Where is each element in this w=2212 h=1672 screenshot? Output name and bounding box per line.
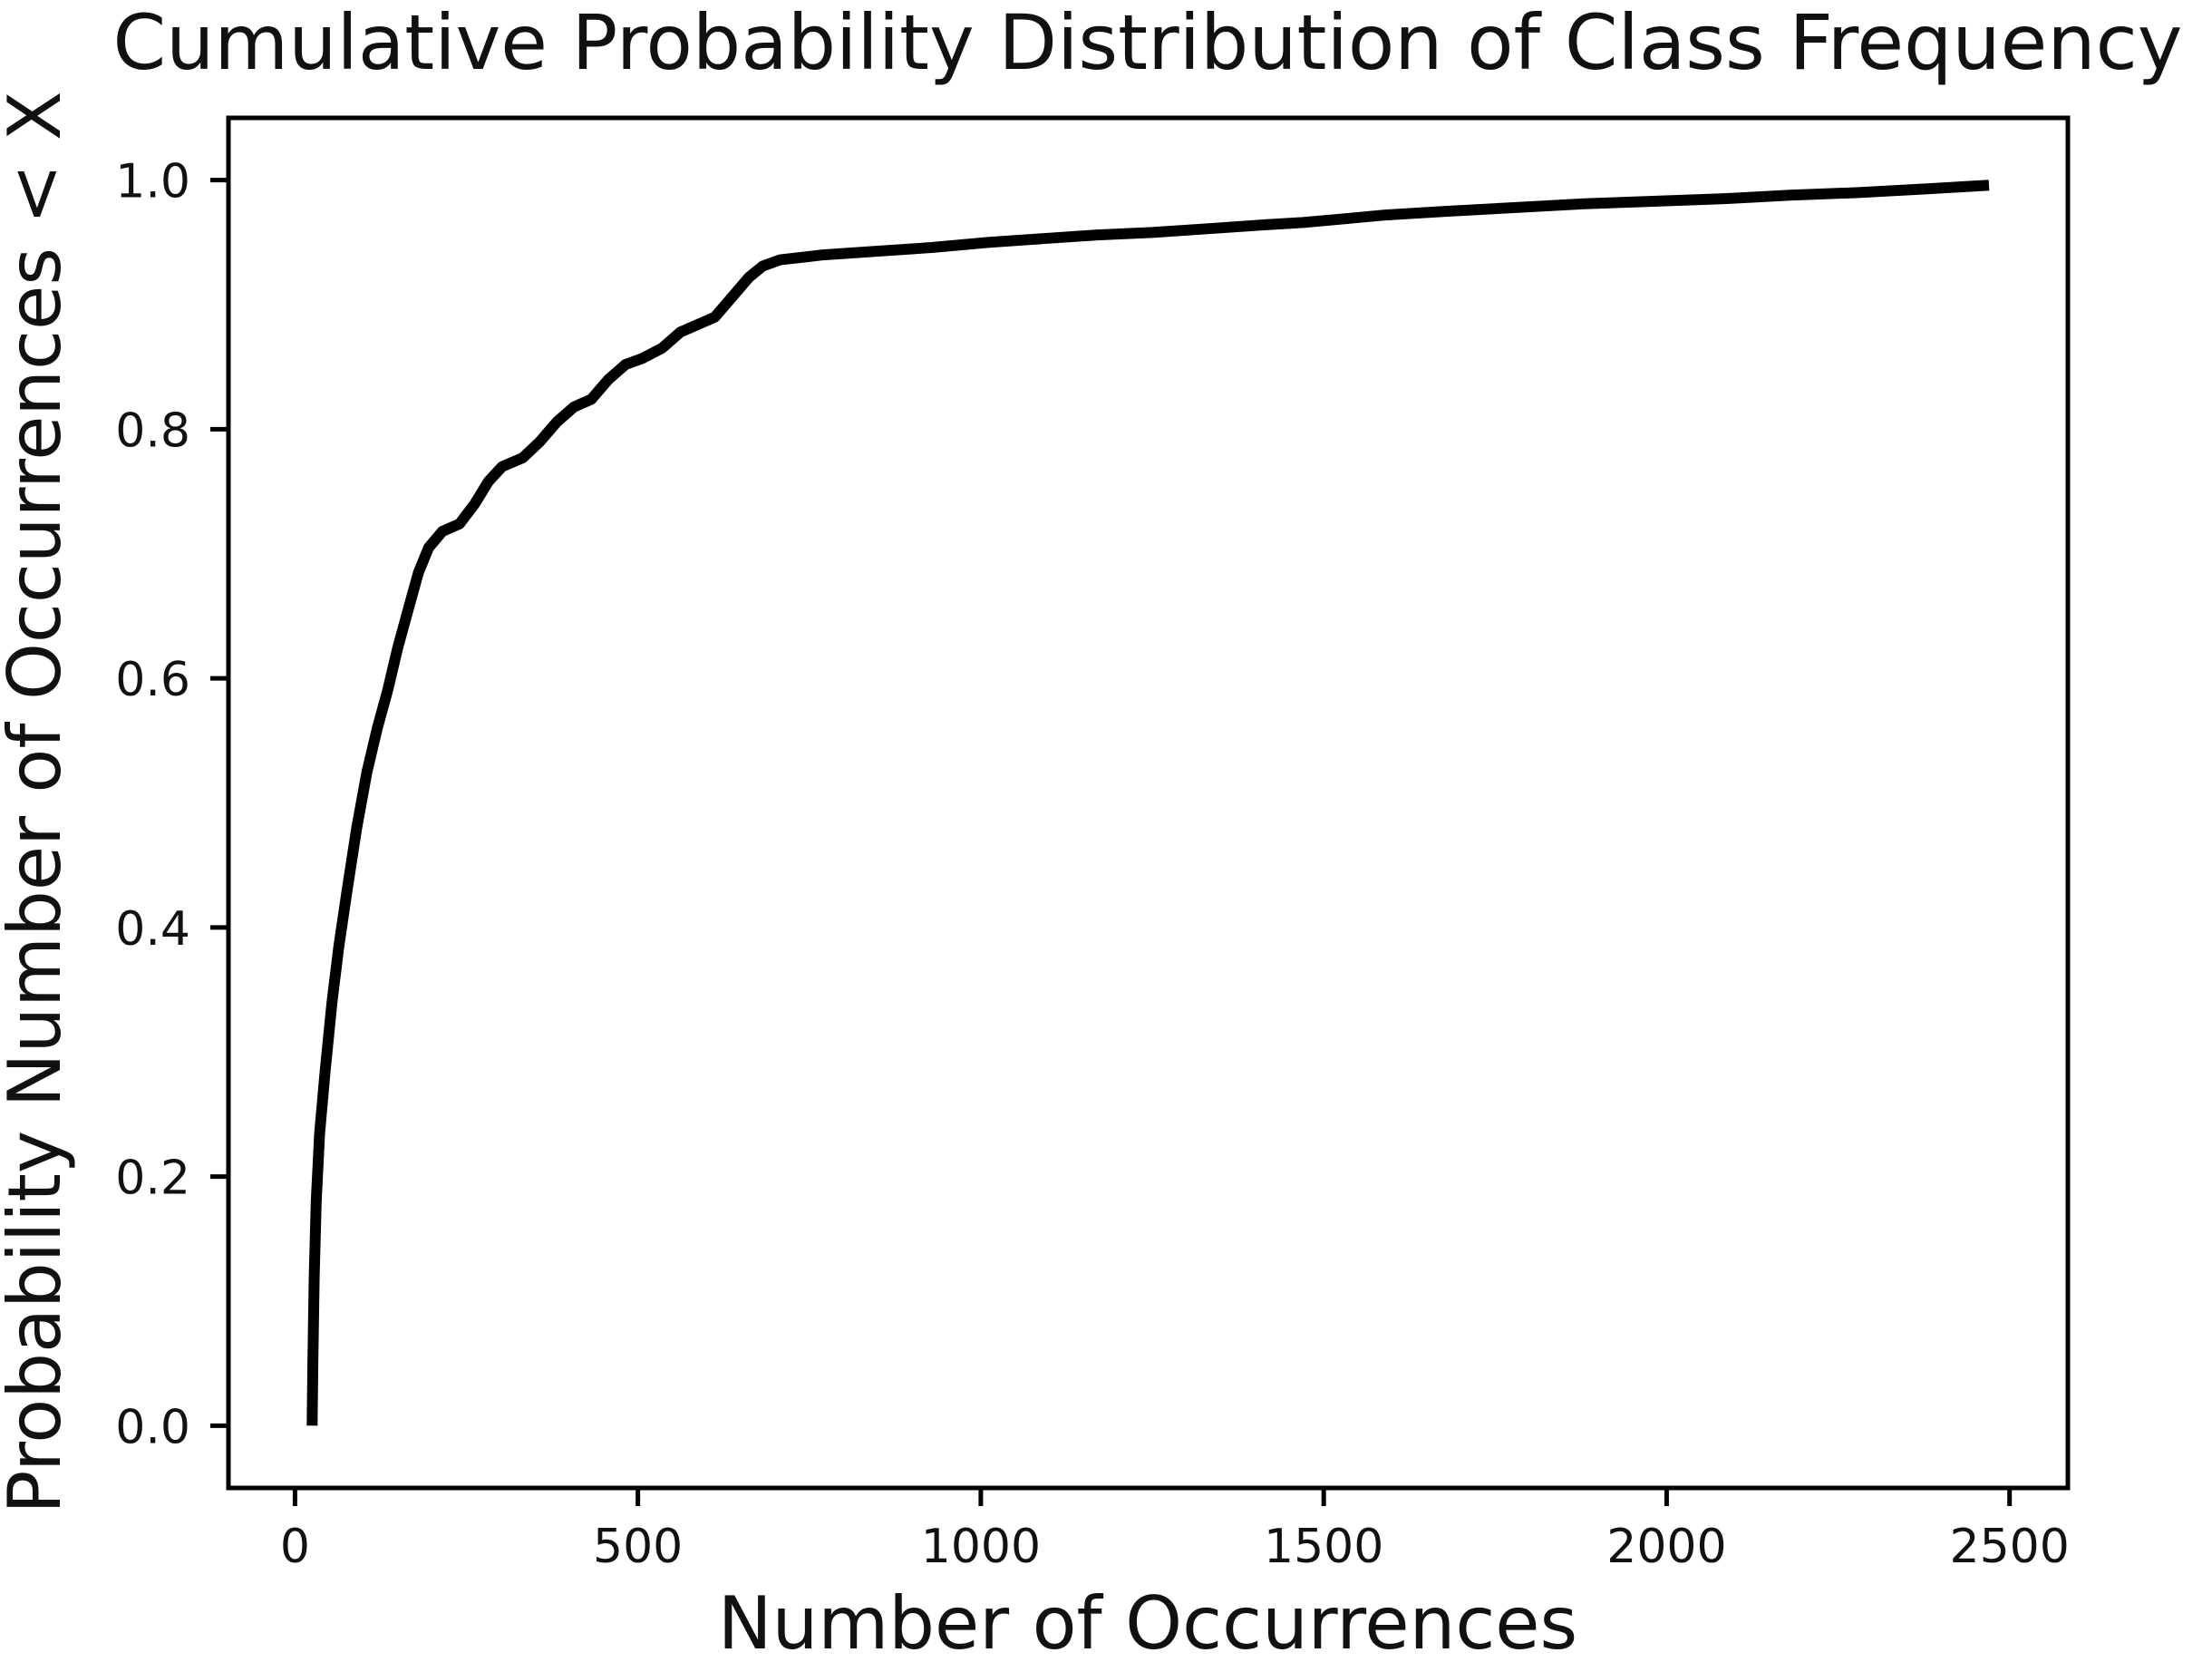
- y-axis-label: Probability Number of Occurrences < X: [0, 91, 77, 1513]
- x-tick-label: 2000: [1606, 1520, 1726, 1574]
- x-tick-label: 500: [593, 1520, 683, 1574]
- y-tick-label: 1.0: [115, 155, 190, 209]
- y-tick-label: 0.0: [115, 1400, 190, 1454]
- x-axis-label: Number of Occurrences: [718, 1581, 1577, 1666]
- x-tick-label: 1000: [921, 1520, 1041, 1574]
- y-ticks: 0.0 0.2 0.4 0.6 0.8 1.0: [115, 155, 228, 1454]
- y-tick-label: 0.6: [115, 653, 190, 707]
- cdf-curve: [306, 180, 1990, 1426]
- x-tick-label: 1500: [1264, 1520, 1383, 1574]
- plot-area-spines: [226, 115, 2071, 1491]
- y-tick-label: 0.8: [115, 403, 190, 458]
- x-tick-label: 0: [280, 1520, 310, 1574]
- chart-title: Cumulative Probability Distribution of C…: [113, 0, 2183, 87]
- y-tick-label: 0.4: [115, 902, 190, 957]
- x-ticks: 0 500 1000 1500 2000 2500: [280, 1488, 2070, 1574]
- y-tick-label: 0.2: [115, 1152, 190, 1206]
- x-tick-label: 2500: [1950, 1520, 2070, 1574]
